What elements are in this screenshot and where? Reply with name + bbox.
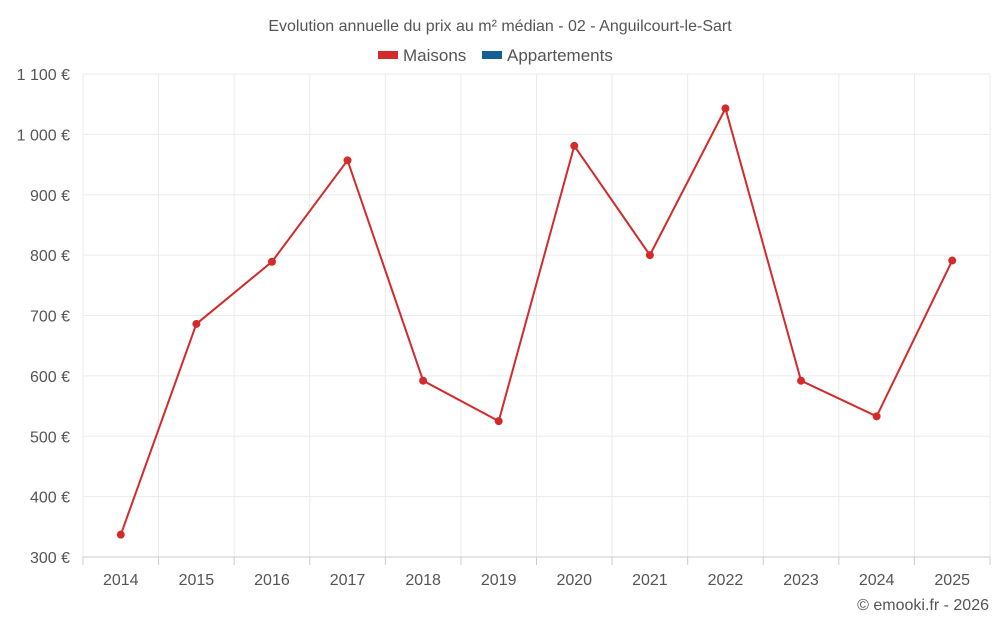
y-tick-label: 500 € bbox=[30, 429, 70, 446]
x-tick-label: 2017 bbox=[330, 572, 366, 589]
x-tick-label: 2018 bbox=[405, 572, 441, 589]
data-point-2017[interactable] bbox=[343, 156, 352, 165]
data-point-2024[interactable] bbox=[872, 412, 881, 421]
x-tick-label: 2016 bbox=[254, 572, 290, 589]
legend-label-maisons[interactable]: Maisons bbox=[403, 46, 466, 65]
y-tick-label: 900 € bbox=[30, 188, 70, 205]
legend-swatch-appartements[interactable] bbox=[482, 51, 502, 59]
y-tick-label: 800 € bbox=[30, 248, 70, 265]
x-tick-label: 2023 bbox=[783, 572, 819, 589]
legend: Maisons Appartements bbox=[378, 46, 613, 65]
x-tick-label: 2014 bbox=[103, 572, 139, 589]
data-point-2022[interactable] bbox=[721, 104, 730, 113]
series-line-maisons bbox=[119, 107, 954, 535]
y-tick-label: 600 € bbox=[30, 369, 70, 386]
data-point-2023[interactable] bbox=[797, 376, 806, 385]
chart-title: Evolution annuelle du prix au m² médian … bbox=[268, 18, 732, 35]
y-tick-label: 700 € bbox=[30, 309, 70, 326]
x-tick-label: 2015 bbox=[179, 572, 215, 589]
grid bbox=[82, 73, 991, 557]
legend-swatch-maisons[interactable] bbox=[378, 51, 398, 59]
data-point-2025[interactable] bbox=[948, 256, 957, 265]
x-tick-label: 2020 bbox=[556, 572, 592, 589]
data-point-2019[interactable] bbox=[494, 417, 503, 426]
legend-label-appartements[interactable]: Appartements bbox=[507, 46, 613, 65]
data-point-2016[interactable] bbox=[267, 257, 276, 266]
data-point-2014[interactable] bbox=[116, 530, 125, 539]
data-point-2020[interactable] bbox=[570, 141, 579, 150]
x-tick-label: 2019 bbox=[481, 572, 517, 589]
x-tick-label: 2024 bbox=[859, 572, 895, 589]
y-tick-label: 1 100 € bbox=[17, 67, 70, 84]
data-point-2021[interactable] bbox=[645, 251, 654, 260]
y-axis: 300 € 400 € 500 € 600 € 700 € 800 € 900 € 1 000… bbox=[17, 67, 70, 567]
y-tick-label: 300 € bbox=[30, 550, 70, 567]
y-tick-label: 1 000 € bbox=[17, 127, 70, 144]
data-point-2015[interactable] bbox=[192, 319, 201, 328]
y-tick-label: 400 € bbox=[30, 490, 70, 507]
credit-text: © emooki.fr - 2026 bbox=[857, 597, 989, 614]
x-tick-label: 2022 bbox=[708, 572, 744, 589]
x-axis: 2014 2015 2016 2017 2018 2019 2020 2021 2022 2023… bbox=[82, 556, 991, 589]
x-tick-label: 2021 bbox=[632, 572, 668, 589]
series-maisons bbox=[116, 104, 957, 539]
x-tick-label: 2025 bbox=[934, 572, 970, 589]
data-point-2018[interactable] bbox=[419, 376, 428, 385]
